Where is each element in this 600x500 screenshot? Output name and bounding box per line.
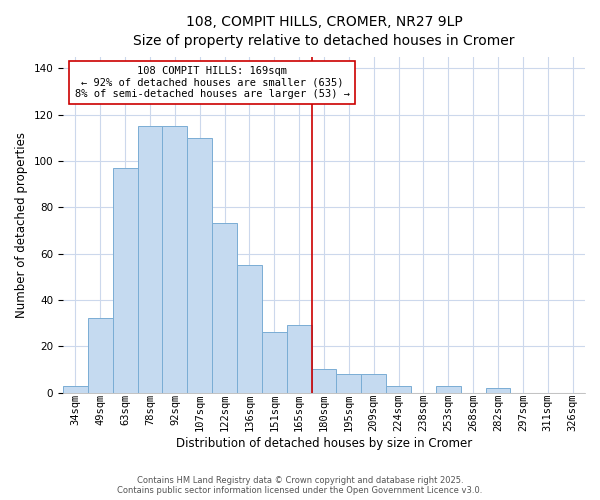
Bar: [163, 126, 187, 392]
Bar: [88, 318, 113, 392]
Bar: [337, 374, 361, 392]
Bar: [262, 332, 287, 392]
Y-axis label: Number of detached properties: Number of detached properties: [15, 132, 28, 318]
Bar: [187, 138, 212, 392]
Bar: [287, 326, 311, 392]
Bar: [137, 126, 163, 392]
Title: 108, COMPIT HILLS, CROMER, NR27 9LP
Size of property relative to detached houses: 108, COMPIT HILLS, CROMER, NR27 9LP Size…: [133, 15, 515, 48]
Bar: [237, 265, 262, 392]
Text: 108 COMPIT HILLS: 169sqm
← 92% of detached houses are smaller (635)
8% of semi-d: 108 COMPIT HILLS: 169sqm ← 92% of detach…: [74, 66, 350, 99]
X-axis label: Distribution of detached houses by size in Cromer: Distribution of detached houses by size …: [176, 437, 472, 450]
Bar: [386, 386, 411, 392]
Bar: [361, 374, 386, 392]
Bar: [311, 370, 337, 392]
Text: Contains HM Land Registry data © Crown copyright and database right 2025.
Contai: Contains HM Land Registry data © Crown c…: [118, 476, 482, 495]
Bar: [113, 168, 137, 392]
Bar: [436, 386, 461, 392]
Bar: [212, 224, 237, 392]
Bar: [485, 388, 511, 392]
Bar: [63, 386, 88, 392]
